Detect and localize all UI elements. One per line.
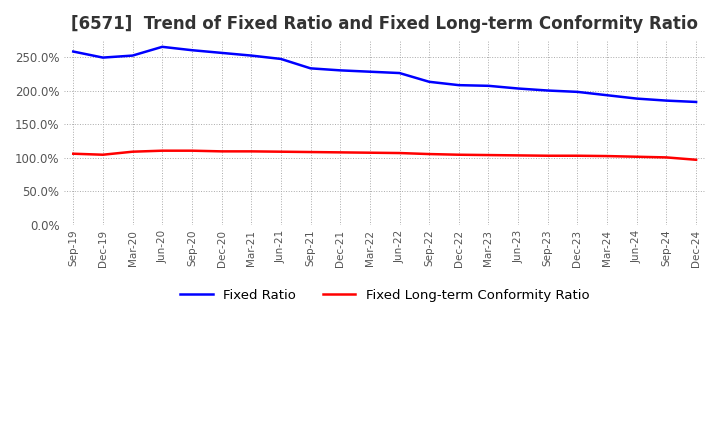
Fixed Ratio xyxy=(454,83,463,88)
Fixed Long-term Conformity Ratio xyxy=(99,152,107,158)
Fixed Ratio xyxy=(484,83,492,88)
Fixed Long-term Conformity Ratio xyxy=(484,152,492,158)
Fixed Long-term Conformity Ratio xyxy=(217,149,226,154)
Fixed Ratio xyxy=(336,68,344,73)
Fixed Long-term Conformity Ratio xyxy=(692,157,701,162)
Fixed Long-term Conformity Ratio xyxy=(336,150,344,155)
Fixed Ratio xyxy=(276,56,285,62)
Fixed Ratio xyxy=(573,89,582,95)
Fixed Ratio xyxy=(632,96,641,101)
Fixed Long-term Conformity Ratio xyxy=(544,153,552,158)
Fixed Long-term Conformity Ratio xyxy=(366,150,374,155)
Fixed Ratio xyxy=(425,79,433,84)
Fixed Ratio xyxy=(188,48,197,53)
Fixed Long-term Conformity Ratio xyxy=(662,155,671,160)
Line: Fixed Long-term Conformity Ratio: Fixed Long-term Conformity Ratio xyxy=(73,150,696,160)
Line: Fixed Ratio: Fixed Ratio xyxy=(73,47,696,102)
Fixed Long-term Conformity Ratio xyxy=(158,148,166,153)
Fixed Long-term Conformity Ratio xyxy=(395,150,404,156)
Fixed Ratio xyxy=(128,53,137,58)
Fixed Long-term Conformity Ratio xyxy=(306,150,315,155)
Fixed Ratio xyxy=(662,98,671,103)
Fixed Ratio xyxy=(692,99,701,105)
Fixed Ratio xyxy=(247,53,256,58)
Fixed Ratio xyxy=(514,86,523,91)
Fixed Long-term Conformity Ratio xyxy=(128,149,137,154)
Title: [6571]  Trend of Fixed Ratio and Fixed Long-term Conformity Ratio: [6571] Trend of Fixed Ratio and Fixed Lo… xyxy=(71,15,698,33)
Fixed Ratio xyxy=(603,92,611,98)
Fixed Long-term Conformity Ratio xyxy=(69,151,78,156)
Fixed Ratio xyxy=(158,44,166,49)
Fixed Ratio xyxy=(306,66,315,71)
Fixed Long-term Conformity Ratio xyxy=(632,154,641,159)
Fixed Ratio xyxy=(217,50,226,55)
Fixed Long-term Conformity Ratio xyxy=(188,148,197,153)
Fixed Ratio xyxy=(69,49,78,54)
Fixed Ratio xyxy=(99,55,107,60)
Fixed Long-term Conformity Ratio xyxy=(425,151,433,157)
Fixed Long-term Conformity Ratio xyxy=(454,152,463,158)
Fixed Long-term Conformity Ratio xyxy=(573,153,582,158)
Fixed Long-term Conformity Ratio xyxy=(514,153,523,158)
Fixed Long-term Conformity Ratio xyxy=(276,149,285,154)
Fixed Ratio xyxy=(366,69,374,74)
Fixed Ratio xyxy=(544,88,552,93)
Fixed Ratio xyxy=(395,70,404,76)
Fixed Long-term Conformity Ratio xyxy=(247,149,256,154)
Fixed Long-term Conformity Ratio xyxy=(603,154,611,159)
Legend: Fixed Ratio, Fixed Long-term Conformity Ratio: Fixed Ratio, Fixed Long-term Conformity … xyxy=(174,283,595,307)
